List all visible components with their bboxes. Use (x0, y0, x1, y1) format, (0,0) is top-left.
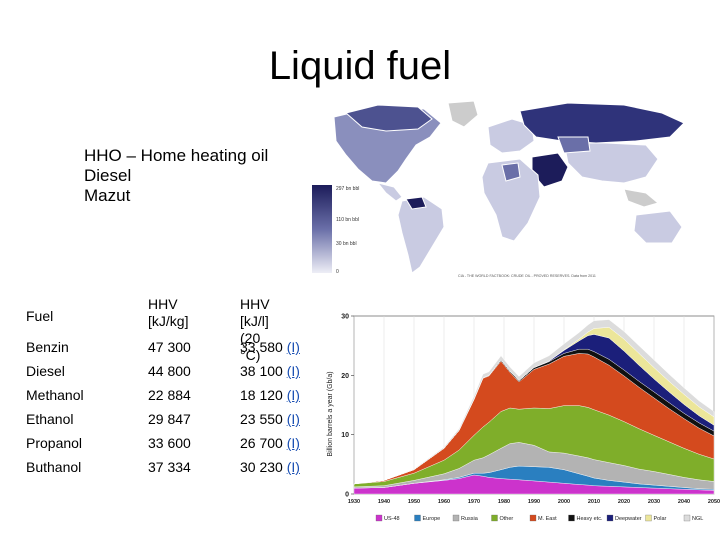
x-tick-label: 1970 (468, 499, 480, 505)
series-area-ngl (353, 319, 715, 485)
y-tick-label: 20 (341, 373, 349, 380)
map-legend-label: 0 (336, 269, 339, 275)
map-europe (487, 118, 535, 154)
reference-link[interactable]: (I) (286, 459, 300, 475)
map-southeast-asia (623, 188, 660, 208)
legend-swatch (683, 514, 691, 522)
fuel-name: Diesel (26, 363, 65, 379)
hhv-kg-value: 33 600 (148, 435, 191, 451)
fuel-type-list: HHO – Home heating oil Diesel Mazut (84, 146, 268, 206)
hhv-l-value: 26 700 (240, 435, 283, 451)
hhv-l-cell: 38 100 (I) (240, 363, 300, 379)
map-south-america (397, 196, 445, 274)
x-tick-label: 2050 (708, 499, 720, 505)
legend-swatch (491, 514, 498, 522)
hhv-l-value: 33 580 (240, 339, 283, 355)
oil-reserves-world-map: 297 bn bbl 110 bn bbl 30 bn bbl 0 CIA - … (306, 97, 710, 282)
fuel-name: Buthanol (26, 459, 82, 475)
x-tick-label: 1990 (528, 499, 540, 505)
x-tick-label: 2040 (678, 499, 690, 505)
y-axis-label: Billion barrels a year (Gb/a) (327, 371, 334, 456)
hhv-l-value: 38 100 (240, 363, 283, 379)
hhv-kg-value: 44 800 (148, 363, 191, 379)
fuel-name: Ethanol (26, 411, 74, 427)
x-tick-label: 1960 (438, 499, 450, 505)
x-tick-label: 1980 (498, 499, 510, 505)
hhv-l-cell: 33 580 (I) (240, 339, 300, 355)
legend-swatch (606, 514, 614, 522)
hhv-l-value: 30 230 (240, 459, 283, 475)
reference-link[interactable]: (I) (286, 339, 300, 355)
hhv-kg-value: 37 334 (148, 459, 191, 475)
legend-swatch (414, 514, 421, 522)
map-caption: CIA - THE WORLD FACTBOOK: CRUDE OIL - PR… (458, 274, 596, 278)
chart-legend: US-48 Europe Russia Other M. East Heavy etc. D… (375, 514, 703, 522)
y-tick-label: 30 (341, 314, 349, 321)
header-hhv-kg: HHV [kJ/kg] (148, 296, 189, 329)
reference-link[interactable]: (I) (286, 387, 300, 403)
hhv-kg-value: 29 847 (148, 411, 191, 427)
x-tick-label: 1940 (378, 499, 390, 505)
x-tick-label: 2000 (558, 499, 570, 505)
map-canada (344, 104, 433, 132)
legend-label: Polar (654, 516, 667, 522)
legend-swatch (452, 514, 460, 522)
legend-label: Russia (461, 516, 479, 522)
map-africa (481, 158, 541, 242)
x-tick-label: 1930 (348, 499, 360, 505)
map-legend-label: 30 bn bbl (336, 241, 357, 247)
header-hhv-l: HHV [kJ/l] (20 °C) (240, 296, 270, 363)
legend-label: NGL (692, 516, 703, 522)
legend-label: US-48 (384, 516, 400, 522)
fuel-type-item: Diesel (84, 166, 132, 185)
x-tick-label: 2020 (618, 499, 630, 505)
x-tick-label: 2030 (648, 499, 660, 505)
hhv-l-cell: 23 550 (I) (240, 411, 300, 427)
y-tick-label: 0 (345, 492, 349, 499)
y-tick-label: 10 (341, 432, 349, 439)
map-central-america (376, 182, 403, 202)
map-legend-label: 110 bn bbl (336, 217, 359, 223)
fuel-name: Benzin (26, 339, 69, 355)
legend-label: Other (500, 516, 514, 522)
map-legend-scale (312, 185, 332, 273)
hhv-l-cell: 26 700 (I) (240, 435, 300, 451)
reference-link[interactable]: (I) (286, 435, 300, 451)
hhv-kg-value: 22 884 (148, 387, 191, 403)
map-greenland (447, 100, 479, 128)
hhv-l-value: 18 120 (240, 387, 283, 403)
legend-swatch (529, 514, 537, 522)
reference-link[interactable]: (I) (286, 363, 300, 379)
map-libya-nigeria (501, 162, 521, 182)
legend-swatch (568, 514, 575, 522)
fuel-type-item: Mazut (84, 186, 131, 205)
fuel-name: Propanol (26, 435, 83, 451)
slide-title: Liquid fuel (268, 44, 452, 88)
legend-label: Europe (423, 516, 441, 522)
map-australia (633, 210, 683, 244)
hhv-l-cell: 18 120 (I) (240, 387, 300, 403)
legend-swatch (645, 514, 652, 522)
x-tick-label: 2010 (588, 499, 600, 505)
oil-production-chart: Billion barrels a year (Gb/a) 0102030193… (327, 314, 720, 523)
reference-link[interactable]: (I) (286, 411, 300, 427)
map-russia (519, 102, 685, 144)
chart-series-areas (353, 319, 715, 495)
map-kazakhstan (557, 136, 591, 154)
legend-label: Heavy etc. (577, 516, 603, 522)
fuel-name: Methanol (26, 387, 84, 403)
fuel-type-item: HHO – Home heating oil (84, 146, 269, 165)
map-asia (563, 142, 659, 184)
header-fuel: Fuel (26, 308, 54, 324)
map-legend-label: 297 bn bbl (336, 186, 359, 192)
legend-swatch (375, 514, 383, 522)
hhv-kg-value: 47 300 (148, 339, 191, 355)
hhv-l-value: 23 550 (240, 411, 283, 427)
legend-label: M. East (538, 516, 557, 522)
x-tick-label: 1950 (408, 499, 420, 505)
legend-label: Deepwater (615, 516, 642, 522)
map-venezuela (405, 196, 427, 210)
hhv-l-cell: 30 230 (I) (240, 459, 300, 475)
